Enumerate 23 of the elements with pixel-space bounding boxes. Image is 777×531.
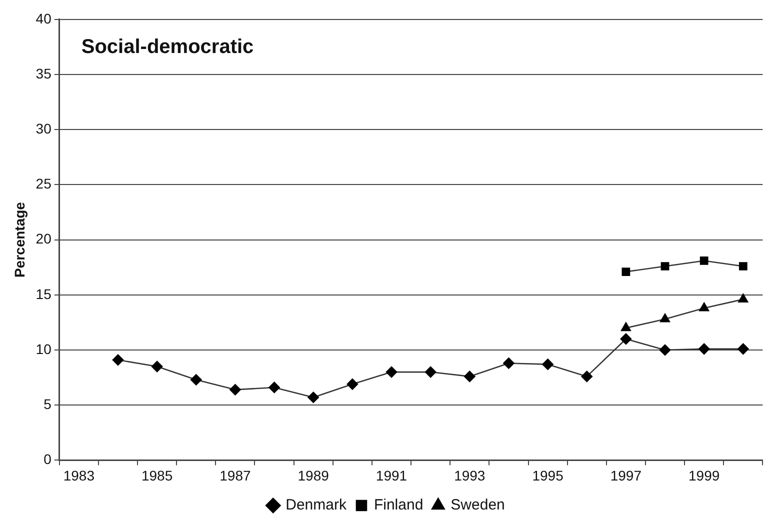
x-tick-label: 1989 [298,467,330,484]
text: Social-democratic [81,36,254,58]
y-axis-title: Percentage [11,202,28,278]
y-tick-label: 5 [44,396,52,412]
x-tick-label: 1987 [220,467,251,484]
x-tick-label: 1997 [610,467,642,484]
legend-label: Sweden [450,496,505,514]
x-tick-label: 1999 [688,467,720,484]
legend-label: Denmark [286,496,347,514]
y-tick-label: 15 [36,286,52,302]
y-tick-label: 35 [36,65,52,82]
legend-label: Finland [374,496,424,514]
y-tick-label: 10 [36,340,52,357]
x-tick-label: 1985 [141,467,173,484]
x-tick-label: 1993 [454,467,486,484]
x-tick-label: 1995 [532,467,564,484]
x-tick-label: 1991 [376,467,408,484]
y-tick-label: 25 [36,176,52,192]
y-tick-label: 20 [36,230,52,247]
y-tick-label: 30 [36,120,52,136]
y-tick-label: 0 [44,451,52,468]
x-tick-label: 1983 [63,467,95,484]
y-tick-label: 40 [36,10,52,26]
